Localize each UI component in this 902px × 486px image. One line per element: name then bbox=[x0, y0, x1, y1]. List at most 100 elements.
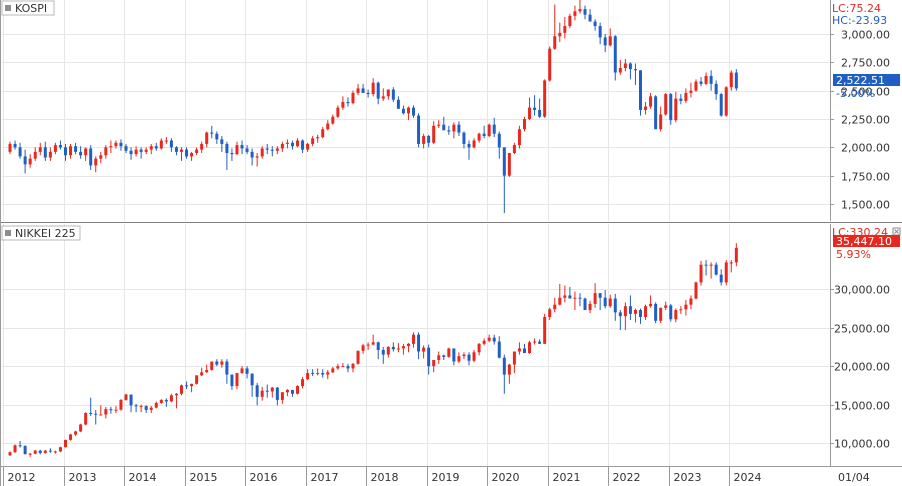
y-tick-label: 2,500.00 bbox=[841, 86, 890, 99]
candle bbox=[38, 142, 42, 156]
candle bbox=[639, 308, 642, 324]
candle bbox=[250, 148, 254, 166]
candle bbox=[129, 394, 133, 413]
candle bbox=[341, 363, 345, 368]
candle bbox=[220, 359, 224, 368]
candle bbox=[578, 293, 582, 307]
candle bbox=[558, 283, 562, 306]
candle bbox=[709, 262, 713, 279]
candle bbox=[336, 105, 340, 118]
candle bbox=[275, 146, 279, 155]
candle bbox=[134, 403, 138, 413]
candle bbox=[528, 97, 532, 121]
candle bbox=[432, 121, 436, 144]
candle bbox=[563, 285, 567, 303]
candle bbox=[159, 399, 163, 404]
candle bbox=[200, 141, 204, 153]
candle bbox=[195, 375, 199, 385]
candle bbox=[659, 307, 663, 324]
candle bbox=[230, 148, 234, 161]
candle bbox=[275, 386, 279, 406]
candle bbox=[351, 363, 355, 373]
candle bbox=[457, 352, 461, 364]
candle bbox=[548, 307, 552, 321]
kospi-lc-label: LC:75.24 bbox=[832, 2, 881, 15]
candle bbox=[326, 120, 330, 131]
candle bbox=[729, 260, 733, 273]
candle bbox=[58, 140, 62, 150]
candle bbox=[679, 306, 683, 314]
candle bbox=[109, 406, 113, 414]
candle bbox=[18, 142, 22, 159]
candle bbox=[79, 423, 83, 433]
candle bbox=[94, 409, 98, 425]
candle bbox=[205, 364, 209, 374]
candle bbox=[401, 343, 405, 355]
candle bbox=[487, 334, 491, 343]
panel-close-icon[interactable] bbox=[892, 227, 901, 236]
candle bbox=[406, 343, 410, 353]
candle bbox=[200, 367, 204, 377]
candle bbox=[406, 106, 410, 121]
candle bbox=[734, 243, 738, 267]
candle bbox=[260, 146, 264, 159]
nikkei-title-box[interactable]: NIKKEI 225 bbox=[1, 225, 81, 241]
y-tick-label: 1,750.00 bbox=[841, 171, 890, 184]
x-tick-label: 2012 bbox=[8, 471, 36, 484]
candle bbox=[270, 386, 274, 398]
candle bbox=[63, 143, 67, 161]
candle bbox=[245, 366, 249, 379]
candle bbox=[331, 114, 335, 125]
candle bbox=[351, 90, 355, 105]
y-tick-label: 10,000.00 bbox=[834, 438, 890, 451]
candle bbox=[386, 89, 390, 100]
x-tick-label: 2020 bbox=[492, 471, 520, 484]
candle bbox=[144, 147, 148, 155]
kospi-hc-label: HC:-23.93 bbox=[832, 14, 887, 27]
candle bbox=[84, 147, 88, 161]
candle bbox=[391, 342, 395, 352]
candle bbox=[704, 72, 708, 85]
y-tick-label: 2,750.00 bbox=[841, 57, 890, 70]
candle bbox=[633, 63, 637, 85]
candle bbox=[412, 332, 416, 348]
candle bbox=[507, 153, 511, 177]
y-tick-label: 20,000.00 bbox=[834, 361, 890, 374]
candle bbox=[447, 347, 451, 358]
y-tick-label: 30,000.00 bbox=[834, 284, 890, 297]
candle bbox=[719, 92, 723, 117]
candle bbox=[432, 359, 436, 373]
candle bbox=[437, 120, 441, 129]
candle bbox=[301, 376, 305, 389]
kospi-title-box[interactable]: KOSPI bbox=[1, 0, 55, 16]
x-tick-label: 2022 bbox=[613, 471, 641, 484]
candle bbox=[623, 302, 627, 331]
candle bbox=[356, 350, 360, 365]
candle bbox=[235, 141, 239, 156]
candle bbox=[417, 332, 421, 360]
candle bbox=[613, 293, 617, 321]
x-tick-label: 2016 bbox=[250, 471, 278, 484]
x-tick-label: 2014 bbox=[129, 471, 157, 484]
candle bbox=[336, 363, 340, 370]
candle bbox=[366, 89, 370, 98]
candle bbox=[563, 17, 567, 39]
candle bbox=[28, 452, 32, 457]
candle bbox=[306, 142, 310, 152]
candle bbox=[639, 70, 642, 116]
candle bbox=[240, 366, 244, 374]
candle bbox=[583, 5, 587, 20]
candle bbox=[296, 385, 300, 395]
candle bbox=[457, 121, 461, 136]
candle bbox=[517, 125, 521, 149]
candle bbox=[205, 131, 209, 148]
candle bbox=[391, 87, 395, 102]
candle bbox=[608, 28, 612, 47]
candle bbox=[649, 295, 653, 308]
candle bbox=[412, 105, 416, 118]
candle bbox=[119, 139, 123, 151]
candle bbox=[149, 143, 153, 155]
candle bbox=[144, 405, 148, 413]
candle bbox=[522, 116, 526, 132]
